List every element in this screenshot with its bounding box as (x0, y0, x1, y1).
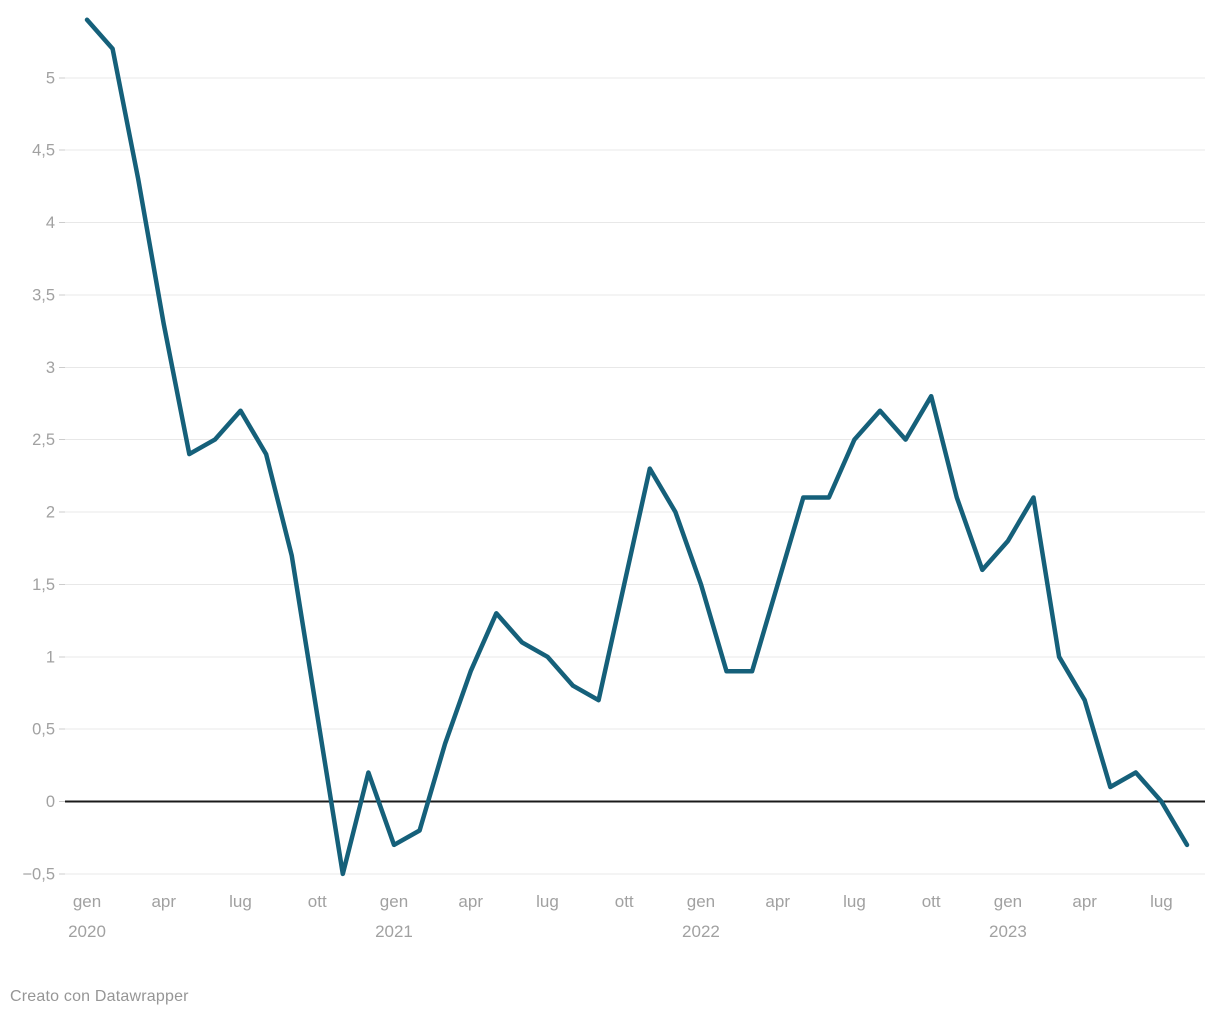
x-tick-label: lug (536, 892, 559, 911)
y-tick-label: 0 (46, 793, 55, 811)
x-tick-year-label: 2020 (68, 922, 106, 941)
x-tick-year-label: 2023 (989, 922, 1027, 941)
x-tick-label: apr (765, 892, 790, 911)
x-tick-label: apr (1072, 892, 1097, 911)
y-tick-label: 4 (46, 214, 55, 232)
x-tick-label: ott (308, 892, 327, 911)
y-tick-label: 0,5 (32, 721, 55, 739)
data-line-series (84, 17, 1190, 877)
x-tick-year-label: 2021 (375, 922, 413, 941)
y-tick-label: 1,5 (32, 576, 55, 594)
x-tick-label: ott (922, 892, 941, 911)
x-tick-label: apr (151, 892, 176, 911)
y-tick-label: 4,5 (32, 142, 55, 160)
x-tick-year-label: 2022 (682, 922, 720, 941)
x-tick-label: lug (229, 892, 252, 911)
x-tick-label: gen (994, 892, 1022, 911)
x-tick-label: ott (615, 892, 634, 911)
x-tick-label: gen (380, 892, 408, 911)
x-tick-label: apr (458, 892, 483, 911)
x-tick-label: lug (843, 892, 866, 911)
y-tick-label: −0,5 (22, 865, 55, 883)
x-tick-label: lug (1150, 892, 1173, 911)
datawrapper-credit: Creato con Datawrapper (10, 988, 189, 1005)
y-tick-label: 2,5 (32, 431, 55, 449)
x-tick-label: gen (73, 892, 101, 911)
y-tick-label: 2 (46, 504, 55, 522)
x-tick-label: gen (687, 892, 715, 911)
y-tick-label: 3 (46, 359, 55, 377)
y-tick-label: 1 (46, 648, 55, 666)
y-tick-label: 3,5 (32, 286, 55, 304)
y-tick-label: 5 (46, 69, 55, 87)
